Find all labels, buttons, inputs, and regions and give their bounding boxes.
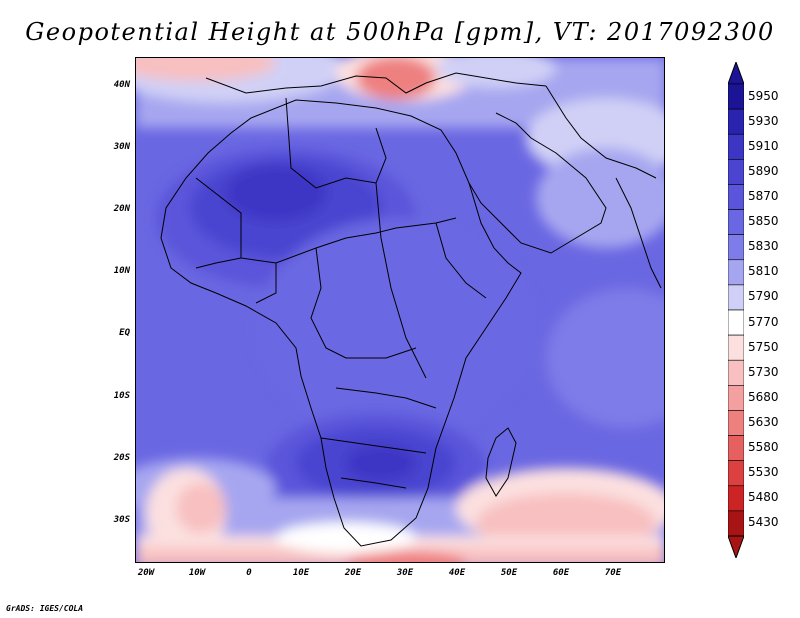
colorbar-top-arrow <box>728 62 744 85</box>
colorbar-swatch <box>728 209 744 235</box>
colorbar-label: 5870 <box>748 189 779 203</box>
plot-title: Geopotential Height at 500hPa [gpm], VT:… <box>25 18 775 46</box>
colorbar-label: 5750 <box>748 339 779 354</box>
lon-tick-label: 10W <box>188 568 206 578</box>
colorbar-label: 5530 <box>748 465 779 480</box>
colorbar-swatch <box>728 410 744 436</box>
colorbar-label: 5580 <box>748 440 779 455</box>
lat-tick-label: 30N <box>113 142 130 152</box>
colorbar-swatch <box>728 435 744 461</box>
colorbar-swatch <box>728 334 744 361</box>
colorbar-swatch <box>728 108 744 135</box>
colorbar-swatch <box>728 385 744 411</box>
colorbar-label: 5730 <box>748 364 779 379</box>
colorbar-swatch <box>728 159 744 185</box>
colorbar-label: 5680 <box>748 389 779 404</box>
colorbar-swatch <box>728 234 744 261</box>
colorbar-swatch <box>728 359 744 386</box>
field-contours <box>136 58 664 562</box>
colorbar-bottom-arrow <box>728 535 744 558</box>
lon-tick-label: 20W <box>137 568 155 578</box>
colorbar-label: 5910 <box>748 138 779 153</box>
colorbar-label: 5850 <box>748 214 779 229</box>
lat-tick-label: 10N <box>113 266 130 276</box>
lat-tick-label: EQ <box>119 328 130 338</box>
colorbar <box>728 62 744 558</box>
colorbar-swatch <box>728 309 744 336</box>
colorbar-swatch <box>728 460 744 487</box>
lon-tick-label: 20E <box>344 568 362 578</box>
lat-tick-label: 40N <box>113 80 130 90</box>
colorbar-label: 5480 <box>748 490 779 505</box>
lat-tick-label: 10S <box>113 391 130 401</box>
colorbar-swatch <box>728 133 744 160</box>
coastlines <box>160 72 662 547</box>
colorbar-swatch <box>728 485 744 512</box>
lon-tick-label: 10E <box>292 568 310 578</box>
lon-tick-label: 70E <box>604 568 622 578</box>
lat-tick-label: 20N <box>113 204 130 214</box>
colorbar-label: 5790 <box>748 289 779 304</box>
colorbar-swatch <box>728 83 744 110</box>
lat-tick-label: 20S <box>113 453 130 463</box>
map-plot-area <box>135 57 665 563</box>
lat-tick-label: 30S <box>113 515 130 525</box>
lon-tick-label: 40E <box>448 568 466 578</box>
colorbar-label: 5890 <box>748 163 779 178</box>
grads-credit: GrADS: IGES/COLA <box>6 604 84 613</box>
geopotential-field-map <box>136 58 664 562</box>
colorbar-label: 5630 <box>748 415 779 429</box>
colorbar-label: 5950 <box>748 88 779 103</box>
lon-tick-label: 50E <box>500 568 518 578</box>
colorbar-label: 5770 <box>748 314 779 329</box>
colorbar-label: 5430 <box>748 515 779 530</box>
lon-tick-label: 0 <box>246 568 252 578</box>
colorbar-swatch <box>728 284 744 311</box>
colorbar-swatch <box>728 259 744 286</box>
colorbar-label: 5830 <box>748 239 779 254</box>
colorbar-swatch <box>728 510 744 537</box>
lon-tick-label: 30E <box>396 568 414 578</box>
lon-tick-label: 60E <box>552 568 570 578</box>
colorbar-label: 5810 <box>748 264 779 279</box>
colorbar-label: 5930 <box>748 113 779 128</box>
colorbar-swatch <box>728 184 744 210</box>
